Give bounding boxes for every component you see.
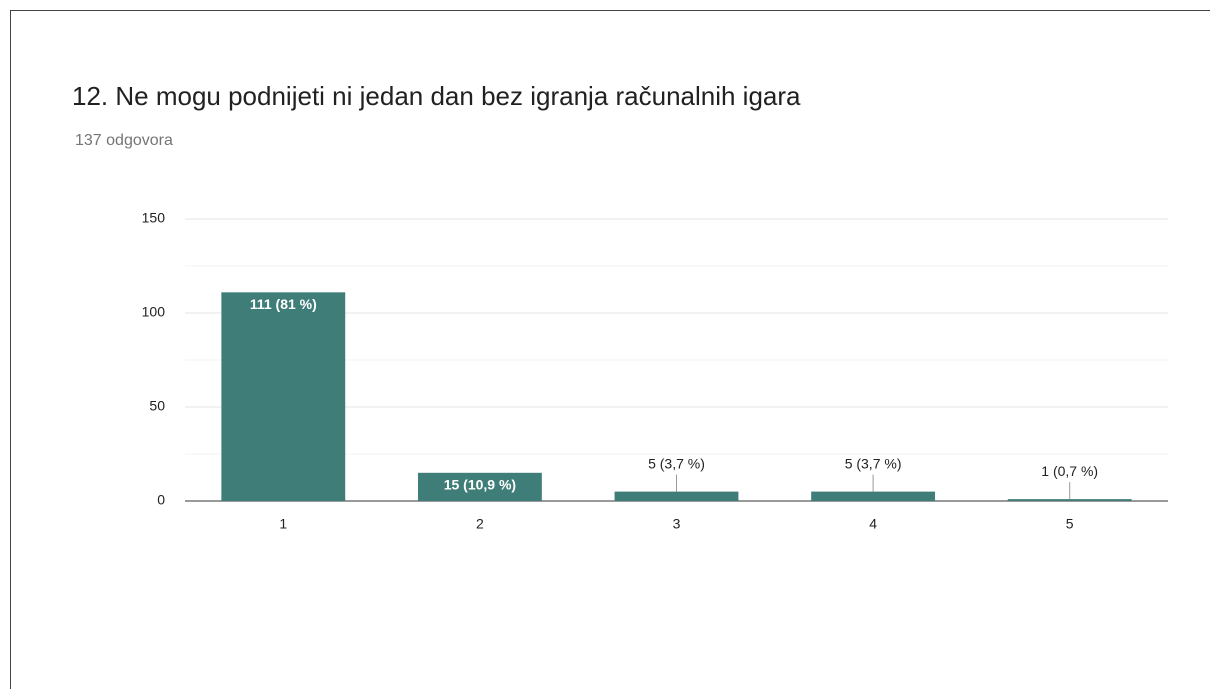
chart-subtitle: 137 odgovora [75, 132, 173, 149]
x-tick-label: 2 [476, 516, 484, 532]
bar [614, 491, 739, 501]
data-label: 5 (3,7 %) [648, 455, 705, 471]
bar [221, 292, 346, 501]
chart-title: 12. Ne mogu podnijeti ni jedan dan bez i… [72, 81, 801, 111]
card-frame [10, 10, 1210, 689]
bar [417, 472, 542, 501]
y-tick-label: 150 [142, 210, 166, 226]
bar [811, 491, 936, 501]
y-tick-label: 100 [142, 304, 166, 320]
y-tick-label: 50 [149, 398, 165, 414]
y-tick-label: 0 [157, 492, 165, 508]
x-tick-label: 3 [673, 516, 681, 532]
data-label: 1 (0,7 %) [1041, 463, 1098, 479]
bar [1007, 499, 1132, 501]
x-tick-label: 4 [869, 516, 877, 532]
data-label: 5 (3,7 %) [845, 455, 902, 471]
data-label: 15 (10,9 %) [444, 477, 516, 493]
x-tick-label: 5 [1066, 516, 1074, 532]
data-label: 111 (81 %) [250, 296, 317, 312]
x-tick-label: 1 [279, 516, 287, 532]
